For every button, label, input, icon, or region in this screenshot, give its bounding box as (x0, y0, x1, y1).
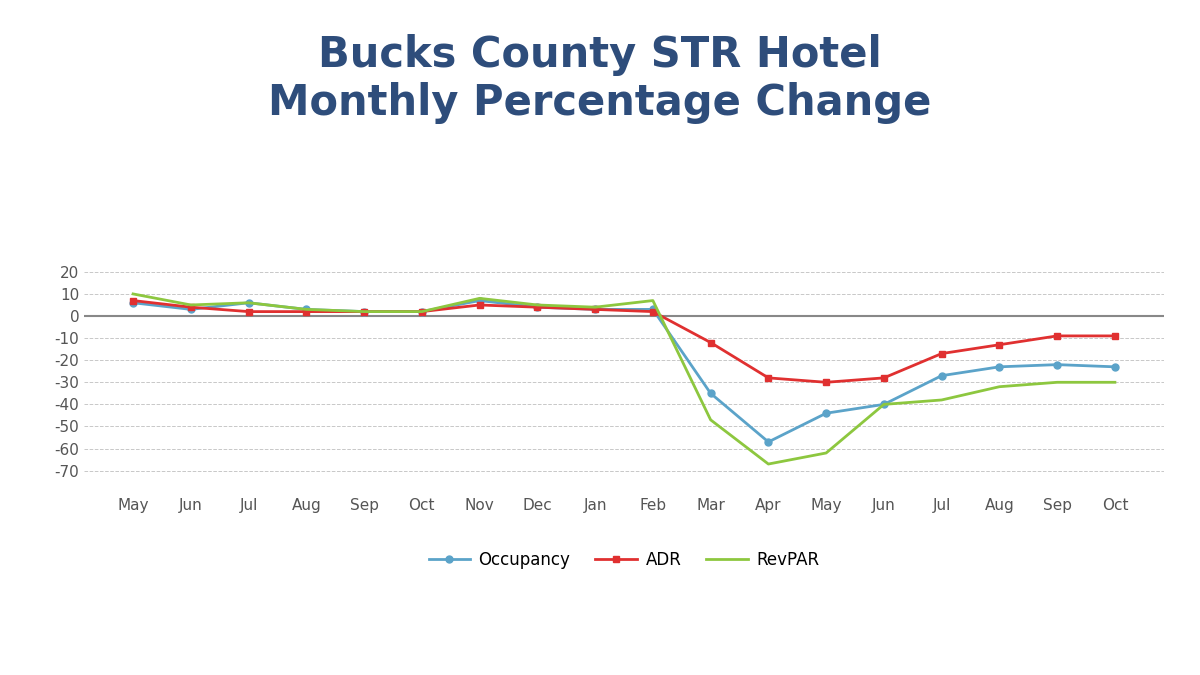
Occupancy (126, 299, 140, 307)
ADR (530, 303, 545, 311)
RevPAR (703, 416, 718, 424)
Occupancy (415, 308, 430, 316)
ADR (818, 378, 833, 386)
Occupancy (818, 409, 833, 417)
ADR (415, 308, 430, 316)
ADR (703, 338, 718, 346)
Occupancy (761, 438, 775, 446)
RevPAR (1050, 378, 1064, 386)
RevPAR (761, 460, 775, 468)
RevPAR (299, 305, 313, 313)
Occupancy (703, 389, 718, 398)
Occupancy (473, 296, 487, 304)
RevPAR (588, 303, 602, 311)
ADR (588, 305, 602, 313)
Occupancy (184, 305, 198, 313)
Line: Occupancy: Occupancy (130, 297, 1118, 446)
ADR (184, 303, 198, 311)
RevPAR (356, 308, 371, 316)
ADR (761, 374, 775, 382)
Text: Bucks County STR Hotel
Monthly Percentage Change: Bucks County STR Hotel Monthly Percentag… (269, 34, 931, 124)
RevPAR (184, 301, 198, 309)
ADR (1108, 332, 1122, 340)
ADR (877, 374, 892, 382)
RevPAR (646, 296, 660, 304)
ADR (646, 308, 660, 316)
RevPAR (992, 383, 1007, 391)
Occupancy (877, 400, 892, 408)
ADR (992, 341, 1007, 349)
RevPAR (241, 299, 256, 307)
Occupancy (588, 305, 602, 313)
ADR (241, 308, 256, 316)
RevPAR (1108, 378, 1122, 386)
ADR (126, 296, 140, 304)
Occupancy (1108, 362, 1122, 371)
RevPAR (126, 290, 140, 298)
ADR (356, 308, 371, 316)
ADR (935, 350, 949, 358)
Line: ADR: ADR (130, 297, 1118, 386)
Occupancy (992, 362, 1007, 371)
Occupancy (356, 308, 371, 316)
Line: RevPAR: RevPAR (133, 294, 1115, 464)
ADR (473, 301, 487, 309)
RevPAR (415, 308, 430, 316)
RevPAR (935, 396, 949, 404)
ADR (299, 308, 313, 316)
RevPAR (473, 294, 487, 302)
Legend: Occupancy, ADR, RevPAR: Occupancy, ADR, RevPAR (422, 545, 826, 576)
Occupancy (935, 372, 949, 380)
Occupancy (299, 305, 313, 313)
RevPAR (530, 301, 545, 309)
RevPAR (877, 400, 892, 408)
Occupancy (1050, 360, 1064, 369)
Occupancy (646, 305, 660, 313)
Occupancy (241, 299, 256, 307)
RevPAR (818, 449, 833, 457)
Occupancy (530, 303, 545, 311)
ADR (1050, 332, 1064, 340)
